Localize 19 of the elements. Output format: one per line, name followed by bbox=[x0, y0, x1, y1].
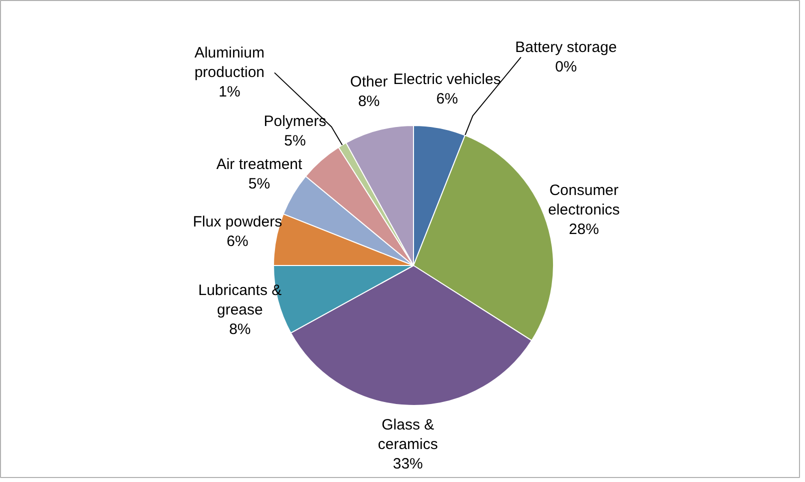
data-label: 5% bbox=[284, 132, 306, 150]
slice-label: Flux powders bbox=[192, 214, 282, 231]
slice-label: Consumer electronics bbox=[548, 182, 620, 219]
slice-label: Polymers bbox=[264, 112, 326, 130]
data-label: 1% bbox=[218, 84, 240, 101]
category-label: Battery storage bbox=[515, 38, 617, 56]
data-label: 6% bbox=[436, 90, 458, 108]
slice-label: Aluminium production bbox=[194, 44, 265, 82]
slice-label: Other bbox=[350, 74, 388, 91]
slice-label: Glass & ceramics bbox=[378, 416, 438, 454]
data-label: 6% bbox=[226, 233, 248, 250]
data-label: 8% bbox=[358, 93, 380, 110]
data-label: 33% bbox=[392, 456, 423, 473]
data-label: 5% bbox=[248, 176, 270, 193]
data-label: 8% bbox=[229, 321, 251, 338]
text: 0% bbox=[555, 58, 577, 76]
data-label: 28% bbox=[568, 221, 599, 238]
slice-label: Electric vehicles bbox=[393, 71, 501, 88]
slice-label: Air treatment bbox=[216, 156, 304, 174]
